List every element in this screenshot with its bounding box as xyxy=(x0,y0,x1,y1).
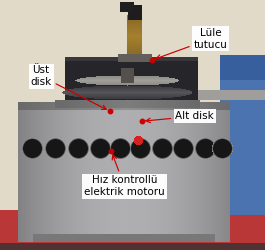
Text: Üst
disk: Üst disk xyxy=(30,66,106,110)
Text: Alt disk: Alt disk xyxy=(146,111,214,123)
Text: Hız kontrollü
elektrik motoru: Hız kontrollü elektrik motoru xyxy=(84,155,165,197)
Text: Lüle
tutucu: Lüle tutucu xyxy=(156,28,228,59)
